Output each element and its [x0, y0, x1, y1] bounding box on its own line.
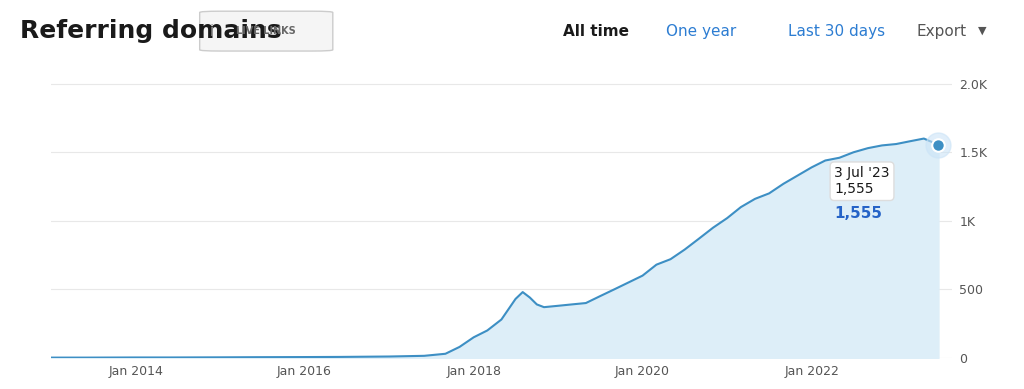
Text: Last 30 days: Last 30 days — [788, 24, 886, 39]
Text: 3 Jul '23
1,555: 3 Jul '23 1,555 — [835, 166, 890, 196]
Text: Export: Export — [916, 24, 967, 39]
Text: All time: All time — [563, 24, 629, 39]
Text: ▼: ▼ — [978, 26, 986, 36]
Text: One year: One year — [666, 24, 736, 39]
Text: Referring domains: Referring domains — [20, 19, 282, 43]
Text: 1,555: 1,555 — [835, 206, 883, 221]
Text: i: i — [210, 24, 214, 39]
FancyBboxPatch shape — [200, 11, 333, 51]
Text: LIVE LINKS: LIVE LINKS — [237, 26, 296, 36]
